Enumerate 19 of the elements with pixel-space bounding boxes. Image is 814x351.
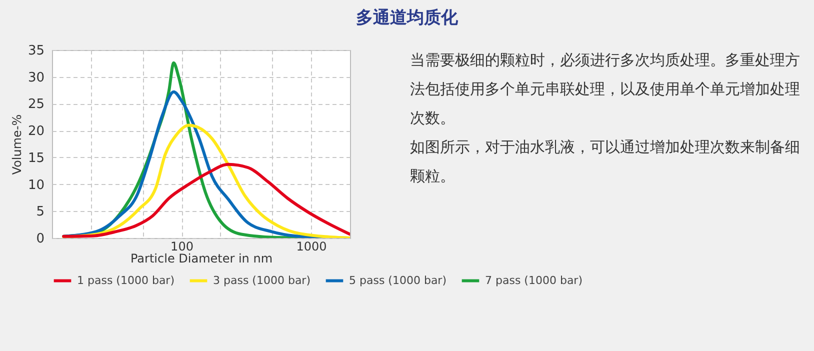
y-tick-label: 25 [28,97,44,112]
legend-label: 3 pass (1000 bar) [213,274,310,287]
y-tick-label: 0 [36,232,44,246]
text: 如图所示，对于油水乳液，可以通过增加处理次数来制备细颗粒。 [410,137,801,187]
text: 多通道均质化 [355,7,459,30]
x-tick-label: 100 [170,240,194,254]
legend-label: 7 pass (1000 bar) [485,274,582,287]
y-axis-title: Volume-% [10,114,24,175]
y-tick-label: 15 [28,150,44,166]
y-tick-label: 30 [28,70,44,86]
legend-label: 1 pass (1000 bar) [77,274,174,287]
y-tick-label: 10 [28,178,44,193]
text: 当需要极细的颗粒时，必须进行多次均质处理。多重处理方法包括使用多个单元串联处理，以及使用单个单元增加处理次数。 [410,50,801,129]
y-tick-label: 35 [28,44,44,58]
x-tick-label: 1000 [296,240,327,254]
y-tick-label: 5 [36,204,44,220]
x-axis-title: Particle Diameter in nm [130,252,273,266]
legend-label: 5 pass (1000 bar) [349,274,446,287]
y-tick-label: 20 [28,124,44,140]
